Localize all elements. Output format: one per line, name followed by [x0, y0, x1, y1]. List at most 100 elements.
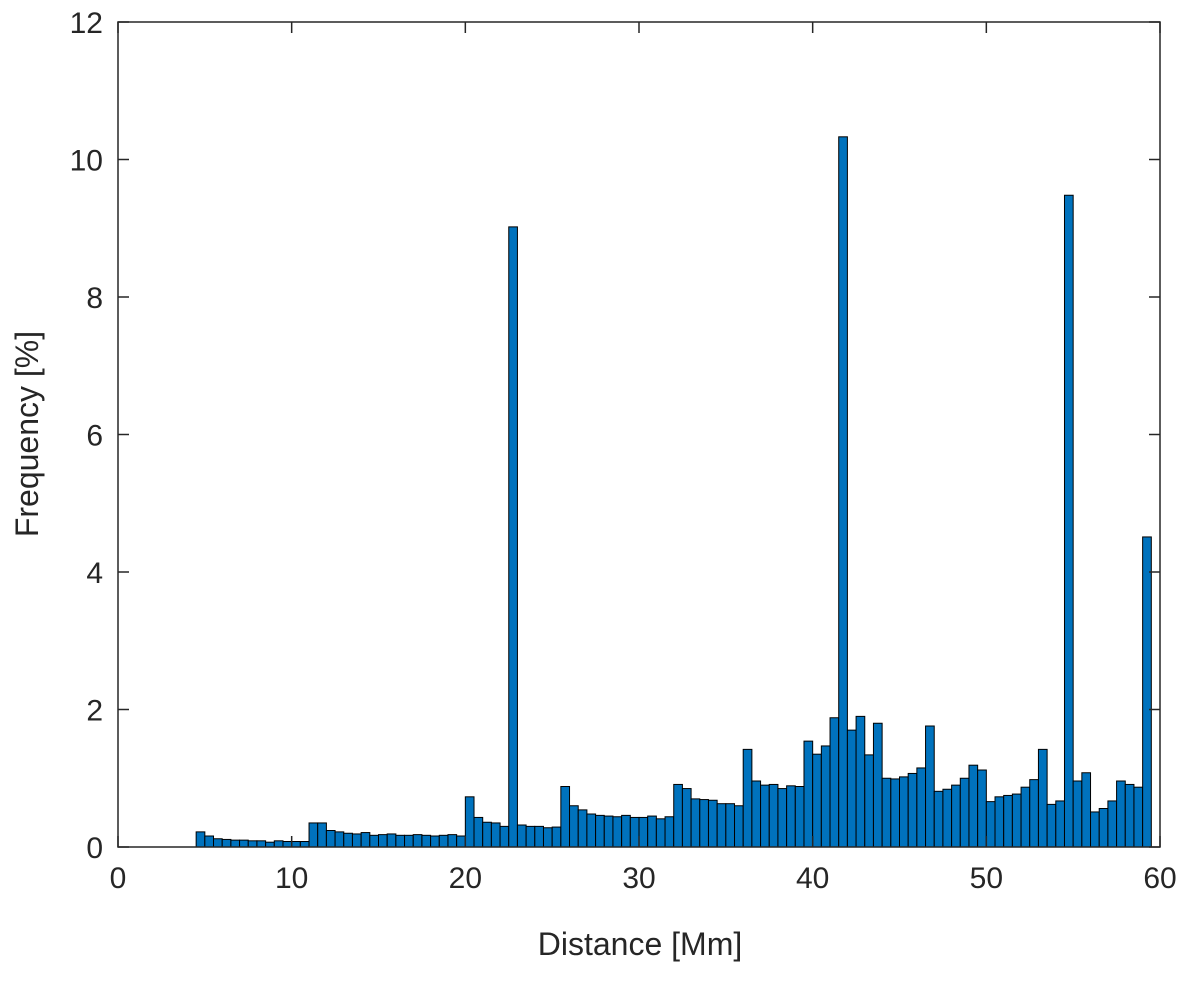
histogram-bar	[933, 790, 944, 848]
histogram-bar	[812, 753, 822, 848]
histogram-bar	[803, 740, 814, 848]
histogram-bar	[516, 824, 527, 848]
histogram-bar	[603, 815, 614, 848]
y-tick-label: 8	[86, 282, 103, 315]
y-tick-label: 2	[86, 695, 103, 728]
bars-group	[195, 136, 1152, 848]
x-tick-label: 20	[449, 862, 482, 895]
histogram-bar	[595, 814, 605, 848]
histogram-bar	[464, 796, 475, 848]
histogram-bar	[239, 839, 249, 848]
histogram-bar	[1124, 783, 1135, 848]
histogram-bar	[204, 835, 215, 848]
histogram-bar	[1116, 780, 1126, 848]
histogram-bar	[1037, 748, 1048, 848]
histogram-bar	[1072, 780, 1083, 848]
histogram-bar	[1098, 808, 1109, 848]
histogram-bar	[951, 784, 961, 848]
histogram-bar	[213, 838, 223, 848]
histogram-bar	[664, 816, 675, 848]
histogram-bar	[456, 835, 466, 848]
histogram-bar	[1011, 793, 1022, 848]
ticks-group: 0 10 20 30 40 50 60 0 2 4 6 8 10 12	[70, 7, 1177, 895]
y-tick-label: 12	[70, 7, 103, 40]
histogram-bar	[760, 784, 770, 848]
histogram-bar	[1029, 779, 1039, 848]
histogram-bar	[899, 776, 909, 848]
histogram-bar	[308, 822, 319, 848]
histogram-bar	[655, 818, 666, 848]
histogram-bar	[412, 834, 423, 848]
histogram-bar	[794, 786, 805, 848]
y-tick-label: 0	[86, 832, 103, 865]
histogram-bar	[273, 840, 284, 848]
histogram-bar	[968, 764, 979, 848]
histogram-bar	[256, 840, 267, 848]
histogram-bar	[404, 834, 414, 848]
histogram-bar	[699, 799, 709, 848]
histogram-bar	[534, 825, 544, 848]
x-tick-label: 50	[970, 862, 1003, 895]
histogram-bar	[855, 715, 866, 848]
histogram-bar	[1055, 800, 1065, 848]
histogram-bar	[907, 772, 918, 848]
histogram-bar	[325, 830, 336, 848]
histogram-bar	[872, 722, 883, 848]
histogram-bar	[577, 809, 588, 848]
histogram-bar	[734, 805, 744, 848]
x-tick-label: 30	[622, 862, 655, 895]
histogram-bar	[1003, 794, 1013, 848]
histogram-bar	[629, 816, 640, 848]
x-tick-label: 60	[1143, 862, 1176, 895]
histogram-bar	[551, 826, 562, 848]
histogram-bar	[1090, 811, 1100, 848]
histogram-bar	[482, 821, 492, 848]
histogram-bar	[890, 778, 900, 848]
histogram-bar	[777, 788, 788, 848]
histogram-bar	[473, 816, 484, 848]
histogram-bar	[360, 832, 371, 848]
histogram-bar	[542, 827, 553, 848]
histogram-bar	[647, 815, 657, 848]
histogram-bar	[768, 783, 779, 848]
histogram-bar	[742, 748, 753, 848]
histogram-bar	[959, 777, 970, 848]
histogram-bar	[386, 833, 397, 848]
histogram-bar	[430, 835, 440, 848]
histogram-bar	[438, 834, 449, 848]
histogram-bar	[925, 725, 935, 848]
histogram-bar	[195, 831, 206, 848]
histogram-bar	[247, 840, 258, 848]
histogram-bar	[560, 786, 571, 848]
histogram-bar	[282, 841, 293, 848]
histogram-bar	[317, 822, 327, 848]
histogram-bar	[725, 803, 736, 848]
histogram-bar	[291, 841, 301, 848]
x-tick-label: 0	[110, 862, 127, 895]
histogram-bar	[586, 813, 597, 848]
histogram-bar	[638, 816, 649, 848]
histogram-bar	[786, 785, 796, 848]
histogram-bar	[508, 226, 518, 848]
histogram-bar	[621, 814, 631, 848]
histogram-bar	[820, 745, 831, 848]
x-tick-label: 40	[796, 862, 829, 895]
histogram-bar	[1063, 194, 1074, 848]
histogram-bar	[421, 834, 432, 848]
histogram-bar	[569, 805, 579, 848]
histogram-bar	[690, 798, 701, 848]
histogram-bar	[230, 839, 241, 848]
histogram-bar	[299, 841, 310, 848]
histogram-bar	[846, 729, 857, 848]
histogram-bar	[881, 777, 892, 848]
histogram-bar	[343, 832, 353, 848]
histogram-bar	[1133, 786, 1144, 848]
histogram-bar	[221, 838, 232, 848]
histogram-bar	[369, 834, 380, 848]
histogram-bar	[1107, 800, 1118, 848]
axes-group	[117, 21, 1161, 848]
histogram-bar	[707, 799, 718, 848]
y-tick-label: 6	[86, 420, 103, 453]
histogram-bar	[499, 825, 510, 848]
